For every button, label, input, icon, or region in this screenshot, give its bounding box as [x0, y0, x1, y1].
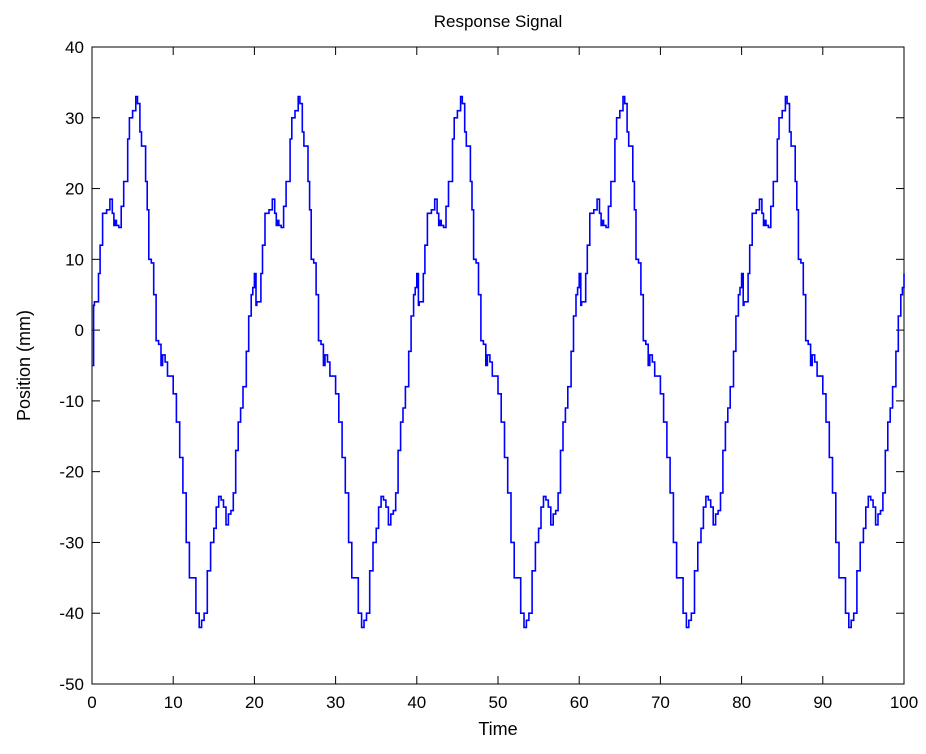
x-tick-label: 90	[813, 693, 832, 712]
y-tick-label: 10	[65, 250, 84, 269]
x-tick-label: 50	[489, 693, 508, 712]
y-tick-label: -20	[59, 463, 84, 482]
y-tick-label: -40	[59, 604, 84, 623]
y-axis-title: Position (mm)	[14, 310, 34, 421]
x-tick-label: 100	[890, 693, 918, 712]
y-tick-label: -10	[59, 392, 84, 411]
y-axis-ticks: -50 -40 -30 -20 -10 0 10 20 30 40	[59, 38, 904, 694]
x-tick-label: 80	[732, 693, 751, 712]
y-tick-label: 0	[75, 321, 84, 340]
y-tick-label: 40	[65, 38, 84, 57]
plot-area	[91, 46, 905, 685]
x-tick-label: 60	[570, 693, 589, 712]
y-tick-label: -30	[59, 533, 84, 552]
x-tick-label: 70	[651, 693, 670, 712]
x-axis-title: Time	[478, 719, 517, 739]
y-tick-label: -50	[59, 675, 84, 694]
x-tick-label: 20	[245, 693, 264, 712]
x-tick-label: 0	[87, 693, 96, 712]
y-tick-label: 30	[65, 109, 84, 128]
y-tick-label: 20	[65, 180, 84, 199]
chart-title: Response Signal	[434, 12, 563, 31]
x-axis-ticks: 0 10 20 30 40 50 60 70 80 90 100	[87, 47, 918, 712]
signal-line-series	[92, 95, 905, 629]
x-tick-label: 30	[326, 693, 345, 712]
x-tick-label: 10	[164, 693, 183, 712]
x-tick-label: 40	[407, 693, 426, 712]
